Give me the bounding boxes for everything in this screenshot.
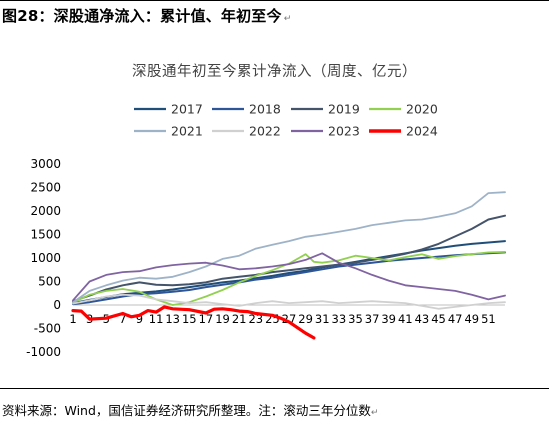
chart-series (71, 191, 506, 340)
y-tick-label: 2000 (30, 204, 61, 218)
x-tick-label: 7 (119, 312, 126, 326)
bottom-rule (0, 388, 549, 389)
legend-label-2022: 2022 (249, 124, 281, 139)
y-tick-label: -1000 (26, 345, 61, 359)
series-line-2022 (72, 293, 506, 310)
x-tick-label: 17 (199, 312, 214, 326)
paragraph-mark: ↵ (283, 14, 292, 24)
x-tick-label: 21 (232, 312, 247, 326)
figure-title: 图28：深股通净流入：累计值、年初至今 ↵ (2, 5, 291, 26)
y-tick-label: -500 (34, 322, 61, 336)
y-tick-label: 3000 (30, 157, 61, 171)
chart-title: 深股通年初至今累计净流入（周度、亿元） (132, 64, 417, 80)
x-tick-label: 39 (381, 312, 396, 326)
legend-label-2019: 2019 (328, 102, 360, 117)
legend: 2017 2018 2019 2020 2021 2022 2023 2024 (134, 102, 438, 139)
series-line-2017 (72, 240, 506, 305)
x-tick-label: 33 (332, 312, 347, 326)
x-tick-label: 13 (165, 312, 180, 326)
figure-title-text: 图28：深股通净流入：累计值、年初至今 (2, 7, 282, 25)
y-tick-label: 1000 (30, 251, 61, 265)
top-rule (0, 0, 549, 1)
series-line-2019 (72, 214, 506, 303)
x-tick-label: 35 (348, 312, 363, 326)
x-tick-label: 43 (415, 312, 430, 326)
x-tick-label: 51 (481, 312, 496, 326)
legend-label-2018: 2018 (249, 102, 281, 117)
legend-label-2020: 2020 (406, 102, 438, 117)
series-line-2024 (71, 305, 316, 340)
series-line-2023 (72, 252, 506, 302)
paragraph-mark: ↵ (370, 408, 379, 418)
y-tick-label: 2500 (30, 181, 61, 195)
legend-label-2017: 2017 (171, 102, 203, 117)
x-tick-label: 45 (431, 312, 446, 326)
x-tick-label: 9 (136, 312, 143, 326)
x-tick-label: 15 (182, 312, 197, 326)
x-tick-label: 29 (298, 312, 313, 326)
x-tick-label: 1 (69, 312, 76, 326)
legend-label-2024: 2024 (406, 124, 438, 139)
series-line-2020 (72, 251, 506, 306)
x-tick-label: 19 (215, 312, 230, 326)
x-tick-label: 41 (398, 312, 413, 326)
y-tick-label: 0 (53, 298, 61, 312)
x-tick-label: 47 (448, 312, 463, 326)
x-tick-label: 31 (315, 312, 330, 326)
x-tick-label: 11 (149, 312, 164, 326)
source-text: 资料来源：Wind，国信证券经济研究所整理。注：滚动三年分位数 (2, 403, 371, 418)
y-tick-label: 500 (38, 275, 61, 289)
legend-label-2021: 2021 (171, 124, 203, 139)
source-note: 资料来源：Wind，国信证券经济研究所整理。注：滚动三年分位数↵ (2, 400, 378, 419)
chart-axes: 3000 2500 2000 1500 1000 500 0 -500 -1000 1 3 5 7 9 11… (26, 157, 505, 359)
x-tick-label: 37 (365, 312, 380, 326)
y-tick-label: 1500 (30, 228, 61, 242)
legend-label-2023: 2023 (328, 124, 360, 139)
series-line-2021 (72, 191, 506, 304)
x-tick-label: 49 (464, 312, 479, 326)
